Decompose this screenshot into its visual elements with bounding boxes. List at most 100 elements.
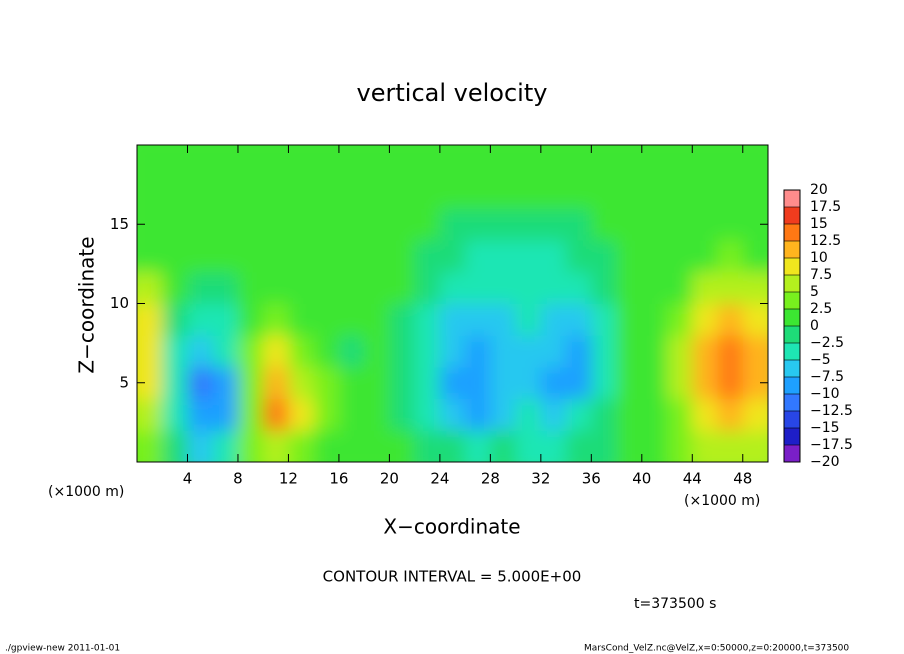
colorbar-label: 0 [810,318,819,334]
field-cell [692,366,719,400]
x-tick-label: 20 [380,470,399,488]
field-cell [667,240,693,273]
colorbar-label: 2.5 [810,301,832,317]
colorbar-box [784,241,800,258]
field-cell [439,335,466,368]
field-cell [414,303,441,336]
field-cell [591,335,618,368]
field-cell [237,335,264,368]
field-cell [566,240,592,273]
field-cell [641,208,668,241]
field-cell [742,176,768,209]
field-cell [237,271,264,304]
field-cell [212,145,239,178]
x-tick-label: 32 [531,470,550,488]
field-cell [616,335,643,368]
field-cell [566,335,592,368]
x-tick-label: 16 [329,470,348,488]
field-cell [540,176,567,209]
field-cell [490,176,517,209]
field-cell [162,240,188,273]
field-cell [212,176,239,209]
field-cell [212,366,239,400]
field-cell [187,176,214,209]
field-cell [742,145,768,178]
field-cell [263,208,289,241]
field-cell [692,335,719,368]
field-cell [616,208,643,241]
field-cell [187,208,214,241]
field-cell [641,335,668,368]
field-cell [313,335,340,368]
field-cell [616,240,643,273]
field-cell [717,145,744,178]
field-cell [566,271,592,304]
field-cell [288,366,315,400]
field-cell [414,271,441,304]
field-cell [465,145,491,178]
field-cell [288,176,315,209]
colorbar-label: −12.5 [810,403,853,419]
field-cell [540,145,567,178]
field-cell [540,430,567,462]
field-cell [162,366,188,400]
y-axis-label: Z−coordinate [75,236,99,373]
field-cell [389,208,416,241]
colorbar-box [784,190,800,207]
field-cells [137,145,768,462]
field-cell [717,366,744,400]
field-cell [137,176,163,209]
field-cell [288,208,315,241]
field-cell [667,176,693,209]
field-cell [237,208,264,241]
field-cell [591,366,618,400]
field-cell [137,430,163,462]
colorbar-label: 5 [810,284,819,300]
field-cell [162,271,188,304]
field-cell [540,366,567,400]
field-cell [212,240,239,273]
field-cell [591,176,618,209]
field-cell [465,366,491,400]
field-cell [616,366,643,400]
field-cell [616,271,643,304]
colorbar-label: 7.5 [810,267,832,283]
field-cell [742,303,768,336]
field-cell [667,366,693,400]
field-cell [338,176,365,209]
field-cell [616,430,643,462]
field-cell [212,335,239,368]
field-cell [616,398,643,431]
field-cell [187,303,214,336]
field-cell [692,430,719,462]
field-cell [641,366,668,400]
x-tick-label: 12 [279,470,298,488]
y-units: (×1000 m) [48,484,124,500]
field-cell [667,335,693,368]
field-cell [515,145,542,178]
field-cell [490,335,517,368]
colorbar-box [784,292,800,309]
field-cell [591,398,618,431]
field-cell [364,240,390,273]
field-cell [566,208,592,241]
field-cell [742,398,768,431]
field-cell [465,430,491,462]
field-cell [364,145,390,178]
field-cell [540,208,567,241]
field-cell [515,398,542,431]
field-cell [490,430,517,462]
field-cell [667,398,693,431]
field-cell [465,208,491,241]
colorbar-label: −20 [810,454,840,470]
field-cell [187,335,214,368]
field-cell [212,208,239,241]
field-cell [515,303,542,336]
field-cell [414,145,441,178]
field-cell [389,335,416,368]
colorbar-box [784,394,800,411]
field-cell [465,176,491,209]
field-cell [717,303,744,336]
field-cell [566,303,592,336]
field-cell [515,430,542,462]
